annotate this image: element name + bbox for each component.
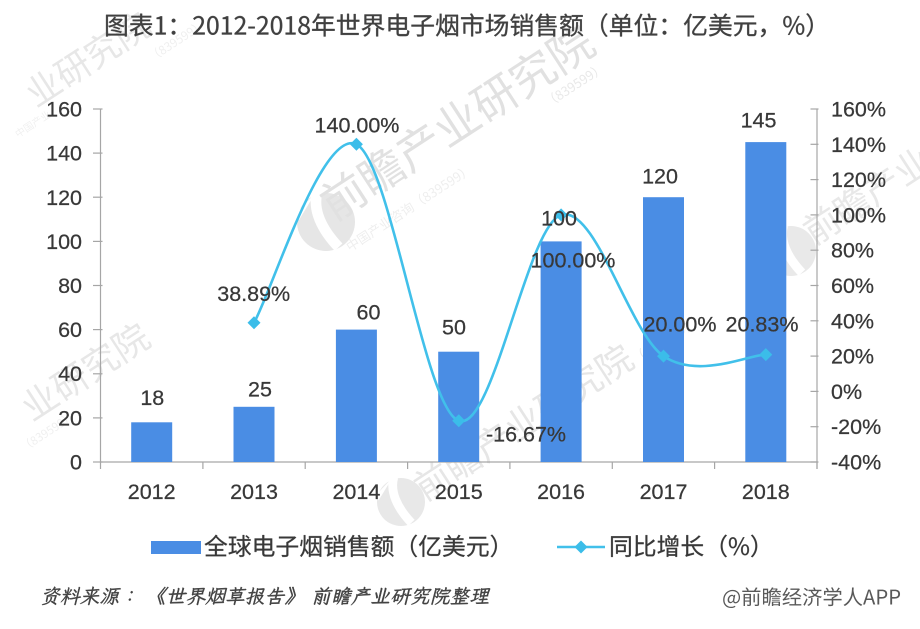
svg-text:2018: 2018 [742,480,790,504]
svg-text:100: 100 [46,230,82,254]
svg-text:80: 80 [58,274,82,298]
svg-text:120: 120 [642,165,678,189]
svg-text:25: 25 [248,378,272,402]
svg-text:38.89%: 38.89% [217,282,290,306]
svg-text:50: 50 [442,316,466,340]
svg-text:20: 20 [58,406,82,430]
svg-text:100.00%: 100.00% [531,249,616,273]
svg-text:18: 18 [140,386,164,410]
svg-text:160%: 160% [831,98,886,122]
svg-text:100%: 100% [831,203,886,227]
svg-text:2016: 2016 [537,480,585,504]
svg-text:40: 40 [58,362,82,386]
svg-text:2014: 2014 [332,480,380,504]
svg-text:145: 145 [741,109,777,133]
svg-text:2012: 2012 [128,480,176,504]
svg-text:120%: 120% [831,168,886,192]
svg-text:140: 140 [46,142,82,166]
svg-text:2015: 2015 [435,480,483,504]
svg-text:-20%: -20% [831,415,881,439]
svg-text:120: 120 [46,186,82,210]
svg-text:140%: 140% [831,133,886,157]
svg-text:60: 60 [58,318,82,342]
svg-text:2017: 2017 [640,480,688,504]
svg-text:-16.67%: -16.67% [486,423,566,447]
svg-text:100: 100 [541,207,577,231]
svg-text:2013: 2013 [230,480,278,504]
svg-text:160: 160 [46,98,82,122]
svg-text:0: 0 [70,451,82,475]
svg-text:20.83%: 20.83% [726,313,799,337]
svg-text:80%: 80% [831,239,874,263]
svg-text:20%: 20% [831,345,874,369]
svg-text:40%: 40% [831,309,874,333]
svg-text:60: 60 [357,301,381,325]
svg-text:140.00%: 140.00% [315,114,400,138]
svg-text:20.00%: 20.00% [644,313,717,337]
svg-text:0%: 0% [831,380,862,404]
svg-text:-40%: -40% [831,451,881,475]
svg-text:60%: 60% [831,274,874,298]
